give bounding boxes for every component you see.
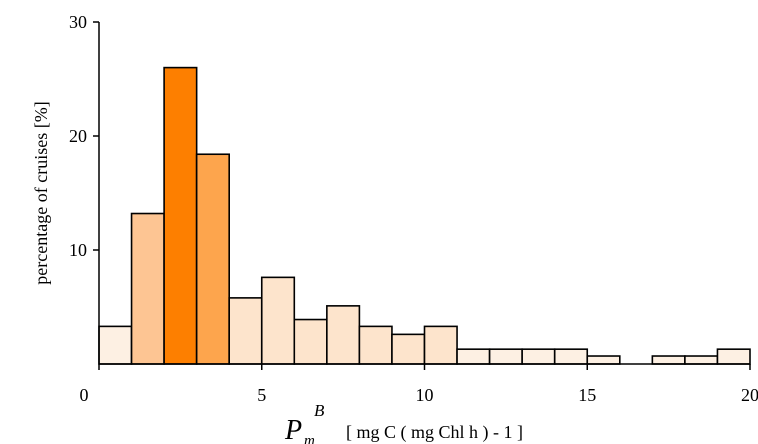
x-axis-label-subscript: m [304, 433, 315, 444]
histogram-bar [456, 348, 491, 365]
y-tick-label: 10 [69, 240, 87, 260]
histogram-bar [553, 348, 589, 365]
x-axis-label-units: [ mg C ( mg Chl h ) - 1 ] [346, 422, 523, 443]
histogram-bar [228, 297, 263, 365]
x-ticks-group: 0 5 10 15 20 [80, 364, 758, 405]
histogram-bar [293, 318, 328, 365]
histogram-bar [130, 212, 165, 365]
x-tick-label: 0 [80, 385, 89, 405]
x-axis-label: P m B [ mg C ( mg Chl h ) - 1 ] [284, 401, 523, 444]
y-axis-label: percentage of cruises [%] [31, 101, 51, 284]
x-tick-label: 5 [257, 385, 266, 405]
histogram-bar [326, 305, 361, 365]
y-ticks-group: 10 20 30 [69, 12, 99, 260]
histogram-bar [423, 325, 458, 365]
histogram-bar [586, 355, 621, 365]
histogram-bar [260, 276, 296, 365]
y-tick-label: 20 [69, 126, 87, 146]
x-tick-label: 10 [416, 385, 434, 405]
histogram-bar [358, 325, 393, 365]
histogram-bar [195, 153, 230, 365]
histogram-bar [684, 355, 719, 365]
histogram-bar [651, 355, 686, 365]
bars-group [98, 66, 751, 365]
histogram-bar [488, 348, 523, 365]
x-axis-label-symbol: P [284, 415, 302, 444]
histogram-bar [163, 66, 198, 365]
x-axis-label-superscript: B [314, 401, 325, 420]
histogram-bar [391, 333, 426, 365]
histogram-bar [98, 325, 133, 365]
histogram-bar [521, 348, 556, 365]
y-tick-label: 30 [69, 12, 87, 32]
x-tick-label: 20 [741, 385, 758, 405]
x-tick-label: 15 [578, 385, 596, 405]
histogram-bar [716, 348, 751, 365]
